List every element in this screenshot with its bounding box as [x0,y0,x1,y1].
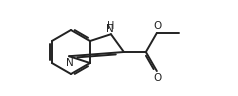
Text: O: O [153,21,161,31]
Text: N: N [106,24,114,34]
Text: N: N [66,58,74,68]
Text: O: O [154,73,162,83]
Text: H: H [107,21,115,31]
